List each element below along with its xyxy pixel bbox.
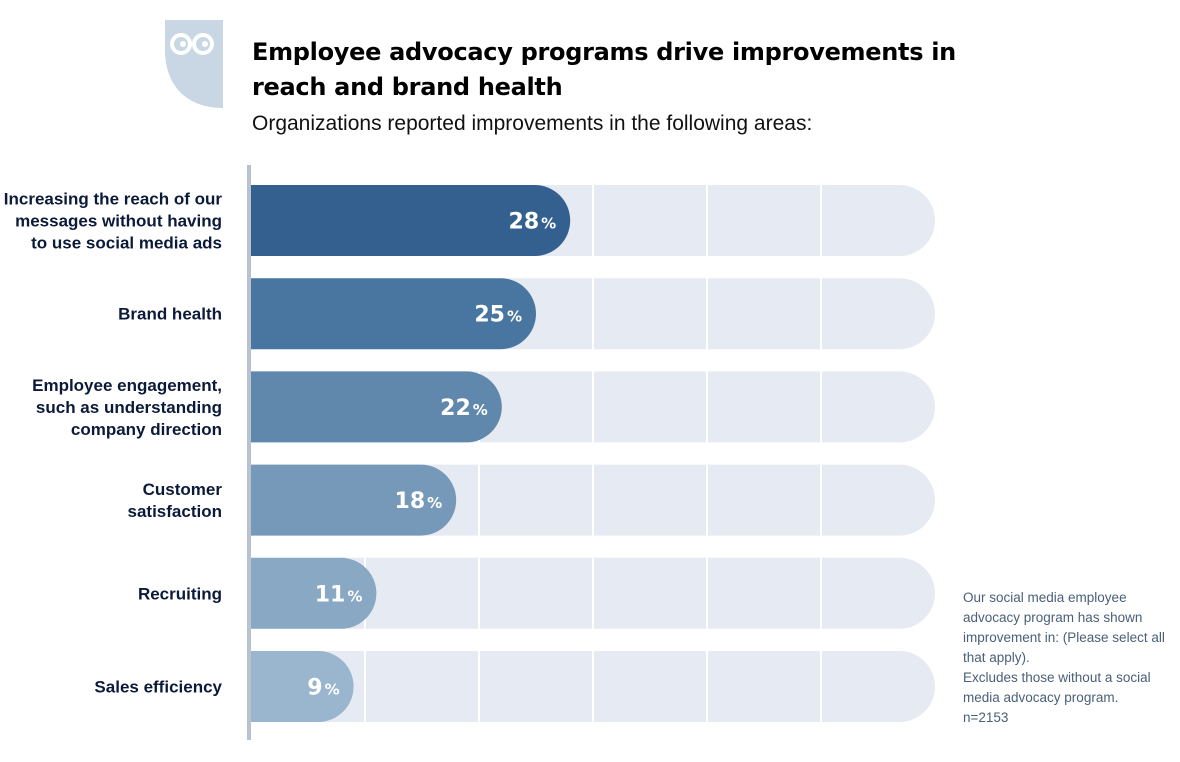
bar-value-label: 22%: [440, 396, 488, 421]
bar-value-label: 11%: [315, 582, 363, 607]
category-label: Customer satisfaction: [128, 480, 223, 521]
bar-chart: 28 % Increasing the reach of our messages w…: [4, 165, 935, 740]
footnote-question: Our social media employee advocacy progr…: [963, 590, 1165, 665]
chart-title: Employee advocacy programs drive improve…: [252, 38, 956, 101]
category-label: Increasing the reach of our messages with…: [4, 190, 223, 253]
chart-footnote: Our social media employee advocacy progr…: [963, 588, 1173, 728]
category-label: Sales efficiency: [94, 678, 222, 697]
bar-value-label: 25%: [474, 303, 522, 328]
footnote-sample: n=2153: [963, 710, 1009, 725]
category-label: Brand health: [118, 305, 222, 324]
bar-value-label: 28%: [509, 210, 557, 235]
chart-subtitle: Organizations reported improvements in t…: [252, 112, 813, 135]
category-label: Recruiting: [138, 584, 222, 603]
bar: [251, 464, 457, 536]
bar: [251, 185, 571, 256]
bar: [251, 371, 502, 443]
footnote-exclusion: Excludes those without a social media ad…: [963, 670, 1151, 705]
bar-value-label: 9%: [307, 676, 339, 701]
bar: [251, 557, 377, 629]
owl-logo-icon: [165, 20, 223, 108]
bar: [251, 278, 536, 350]
bar-value-label: 18%: [395, 489, 443, 514]
category-label: Employee engagement, such as understandin…: [32, 376, 222, 439]
bar: [251, 651, 354, 722]
